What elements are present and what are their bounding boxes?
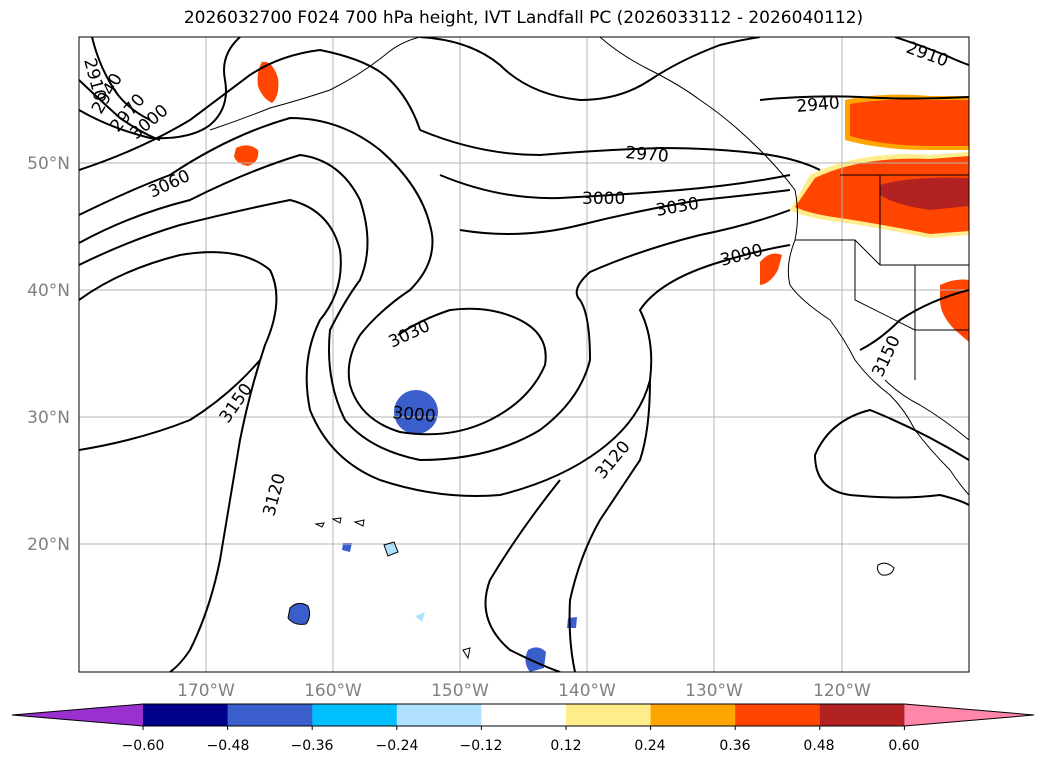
islands <box>287 517 895 660</box>
colorbar-bin <box>819 704 905 726</box>
colorbar-tick-label: −0.24 <box>376 738 419 754</box>
colorbar-bin <box>735 704 821 726</box>
height-contours <box>79 37 969 672</box>
colorbar <box>11 703 1035 730</box>
lon-label: 160°W <box>304 681 362 701</box>
colorbar-extend-max <box>904 704 1034 726</box>
contour-label: 3000 <box>392 403 437 427</box>
colorbar-extend-min <box>12 704 143 726</box>
colorbar-ticks: −0.60 −0.48 −0.36 −0.24 −0.12 0.12 0.24 … <box>122 738 920 754</box>
lon-label: 170°W <box>177 681 235 701</box>
lon-label: 140°W <box>558 681 616 701</box>
lon-label: 150°W <box>431 681 489 701</box>
lon-label: 130°W <box>685 681 743 701</box>
contour-label: 3000 <box>582 189 625 209</box>
colorbar-tick-label: −0.12 <box>460 738 503 754</box>
map-title: 2026032700 F024 700 hPa height, IVT Land… <box>183 8 864 28</box>
lat-label: 50°N <box>27 154 70 174</box>
lat-label: 20°N <box>27 535 70 555</box>
latitude-labels: 50°N 40°N 30°N 20°N <box>27 154 70 555</box>
colorbar-tick-label: −0.48 <box>207 738 250 754</box>
colorbar-tick-label: −0.60 <box>122 738 165 754</box>
colorbar-bin <box>396 704 482 726</box>
colorbar-tick-label: 0.48 <box>803 738 834 754</box>
colorbar-tick-label: 0.36 <box>719 738 750 754</box>
lat-label: 30°N <box>27 408 70 428</box>
lat-label: 40°N <box>27 281 70 301</box>
colorbar-bin <box>650 704 736 726</box>
colorbar-bin <box>566 704 652 726</box>
colorbar-tick-label: 0.24 <box>634 738 665 754</box>
contour-label: 2970 <box>625 143 670 167</box>
lon-label: 120°W <box>813 681 871 701</box>
map-area: 2910 2940 2970 3000 3060 2940 2970 3000 … <box>79 37 969 672</box>
colorbar-tick-label: 0.60 <box>888 738 919 754</box>
colorbar-bin <box>143 704 229 726</box>
map-frame <box>78 36 970 673</box>
colorbar-tick-label: 0.12 <box>550 738 581 754</box>
graticule <box>79 37 969 672</box>
colorbar-bin <box>312 704 398 726</box>
colorbar-bin <box>481 704 567 726</box>
ivt-negative-shading <box>288 390 577 672</box>
colorbar-tick-label: −0.36 <box>291 738 334 754</box>
contour-label: 2940 <box>796 93 841 117</box>
colorbar-bin <box>227 704 313 726</box>
longitude-labels: 170°W 160°W 150°W 140°W 130°W 120°W <box>177 681 871 701</box>
